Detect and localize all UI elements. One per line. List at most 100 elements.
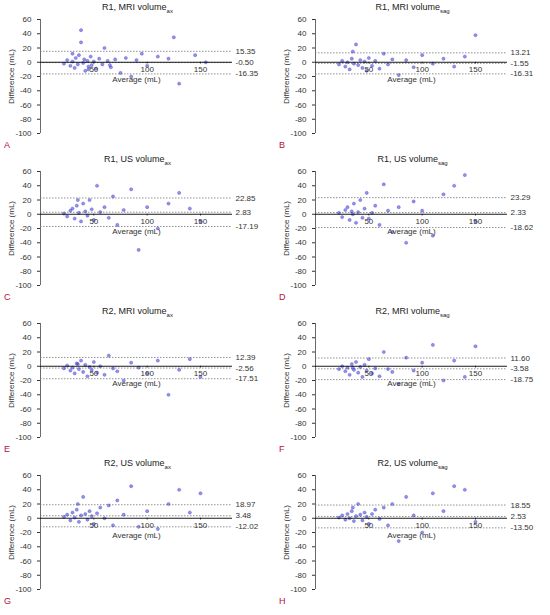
- svg-text:18.55: 18.55: [511, 501, 532, 510]
- svg-text:-16.31: -16.31: [511, 69, 534, 78]
- svg-text:0: 0: [302, 362, 307, 371]
- svg-text:100: 100: [140, 521, 154, 530]
- svg-text:20: 20: [298, 348, 307, 357]
- svg-text:-40: -40: [295, 542, 307, 551]
- svg-text:20: 20: [298, 196, 307, 205]
- svg-text:-40: -40: [295, 238, 307, 247]
- svg-text:50: 50: [89, 65, 98, 74]
- svg-text:-80: -80: [295, 115, 307, 124]
- svg-text:60: 60: [23, 167, 32, 176]
- svg-text:-20: -20: [20, 528, 32, 537]
- svg-text:-40: -40: [20, 390, 32, 399]
- svg-text:Average (mL): Average (mL): [387, 379, 436, 388]
- svg-text:2.83: 2.83: [236, 208, 252, 217]
- svg-text:20: 20: [23, 348, 32, 357]
- svg-text:-80: -80: [20, 571, 32, 580]
- svg-text:-60: -60: [20, 253, 32, 262]
- svg-text:40: 40: [298, 333, 307, 342]
- svg-text:60: 60: [298, 471, 307, 480]
- svg-text:Difference (mL): Difference (mL): [282, 353, 291, 408]
- svg-text:100: 100: [415, 217, 429, 226]
- svg-text:-60: -60: [295, 101, 307, 110]
- svg-text:-60: -60: [295, 405, 307, 414]
- svg-text:0: 0: [302, 514, 307, 523]
- svg-text:Average (mL): Average (mL): [387, 531, 436, 540]
- svg-text:-12.02: -12.02: [236, 522, 259, 531]
- svg-text:40: 40: [23, 29, 32, 38]
- svg-text:Average (mL): Average (mL): [387, 75, 436, 84]
- svg-text:-2.56: -2.56: [236, 364, 255, 373]
- svg-text:2.53: 2.53: [511, 512, 527, 521]
- svg-text:-80: -80: [20, 419, 32, 428]
- svg-text:15.35: 15.35: [236, 47, 257, 56]
- svg-text:40: 40: [298, 29, 307, 38]
- svg-text:100: 100: [415, 521, 429, 530]
- svg-text:-80: -80: [295, 267, 307, 276]
- svg-text:60: 60: [298, 15, 307, 24]
- svg-text:Difference (mL): Difference (mL): [7, 201, 16, 256]
- svg-text:150: 150: [194, 369, 208, 378]
- svg-text:0: 0: [27, 210, 32, 219]
- svg-text:Difference (mL): Difference (mL): [7, 49, 16, 104]
- svg-text:Difference (mL): Difference (mL): [282, 201, 291, 256]
- svg-text:20: 20: [298, 500, 307, 509]
- svg-text:Average (mL): Average (mL): [112, 531, 161, 540]
- svg-text:12.39: 12.39: [236, 353, 257, 362]
- svg-text:-20: -20: [20, 376, 32, 385]
- svg-text:-40: -40: [295, 390, 307, 399]
- svg-text:11.60: 11.60: [511, 354, 531, 363]
- svg-text:40: 40: [298, 485, 307, 494]
- svg-text:-80: -80: [295, 571, 307, 580]
- svg-text:-80: -80: [20, 115, 32, 124]
- svg-text:Difference (mL): Difference (mL): [7, 505, 16, 560]
- svg-text:-100: -100: [290, 433, 307, 442]
- svg-text:0: 0: [302, 58, 307, 67]
- svg-text:150: 150: [194, 65, 208, 74]
- svg-text:2.33: 2.33: [511, 208, 527, 217]
- svg-text:-18.62: -18.62: [511, 223, 534, 232]
- svg-text:150: 150: [469, 521, 483, 530]
- svg-text:40: 40: [23, 181, 32, 190]
- svg-text:100: 100: [140, 217, 154, 226]
- svg-text:-100: -100: [15, 585, 32, 594]
- svg-text:18.97: 18.97: [236, 500, 257, 509]
- svg-text:-20: -20: [295, 376, 307, 385]
- svg-text:20: 20: [23, 196, 32, 205]
- svg-text:-100: -100: [290, 129, 307, 138]
- svg-text:-16.35: -16.35: [236, 69, 259, 78]
- svg-text:22.85: 22.85: [236, 194, 257, 203]
- svg-text:Average (mL): Average (mL): [112, 227, 161, 236]
- svg-text:100: 100: [140, 369, 154, 378]
- svg-text:40: 40: [23, 485, 32, 494]
- svg-text:20: 20: [23, 44, 32, 53]
- svg-text:20: 20: [23, 500, 32, 509]
- svg-text:0: 0: [27, 362, 32, 371]
- svg-text:100: 100: [140, 65, 154, 74]
- svg-text:3.48: 3.48: [236, 511, 252, 520]
- svg-text:150: 150: [469, 369, 483, 378]
- svg-text:-40: -40: [295, 86, 307, 95]
- svg-text:-17.51: -17.51: [236, 374, 259, 383]
- svg-text:-40: -40: [20, 238, 32, 247]
- svg-text:-80: -80: [20, 267, 32, 276]
- svg-text:Difference (mL): Difference (mL): [282, 505, 291, 560]
- svg-text:60: 60: [23, 15, 32, 24]
- svg-text:-60: -60: [295, 557, 307, 566]
- svg-text:13.21: 13.21: [511, 48, 532, 57]
- svg-text:-100: -100: [15, 433, 32, 442]
- svg-text:60: 60: [23, 471, 32, 480]
- svg-text:Average (mL): Average (mL): [387, 227, 436, 236]
- svg-text:Average (mL): Average (mL): [112, 379, 161, 388]
- svg-text:150: 150: [194, 521, 208, 530]
- svg-text:40: 40: [298, 181, 307, 190]
- svg-text:50: 50: [364, 369, 373, 378]
- svg-text:50: 50: [364, 521, 373, 530]
- svg-text:150: 150: [194, 217, 208, 226]
- svg-text:20: 20: [298, 44, 307, 53]
- svg-text:-60: -60: [20, 101, 32, 110]
- svg-text:-20: -20: [20, 224, 32, 233]
- svg-text:-60: -60: [20, 405, 32, 414]
- svg-text:-18.75: -18.75: [511, 375, 534, 384]
- svg-text:150: 150: [469, 65, 483, 74]
- svg-text:-100: -100: [15, 281, 32, 290]
